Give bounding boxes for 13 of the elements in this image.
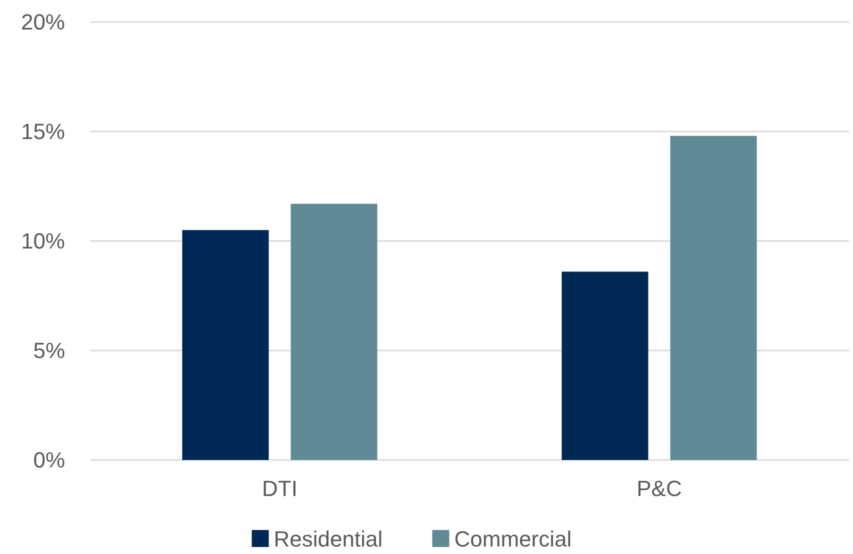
legend-label: Residential [274,526,383,552]
y-tick-label: 10% [20,228,65,254]
legend-label: Commercial [454,526,572,552]
y-tick-label: 5% [33,338,65,364]
x-tick-label: DTI [262,476,298,501]
y-tick-label: 15% [20,119,65,144]
y-tick-label: 20% [20,10,65,35]
y-tick-label: 0% [33,448,65,473]
bar [290,204,378,460]
bar [670,136,757,460]
bar [182,230,269,460]
bar [562,272,648,460]
x-tick-label: P&C [636,476,682,501]
